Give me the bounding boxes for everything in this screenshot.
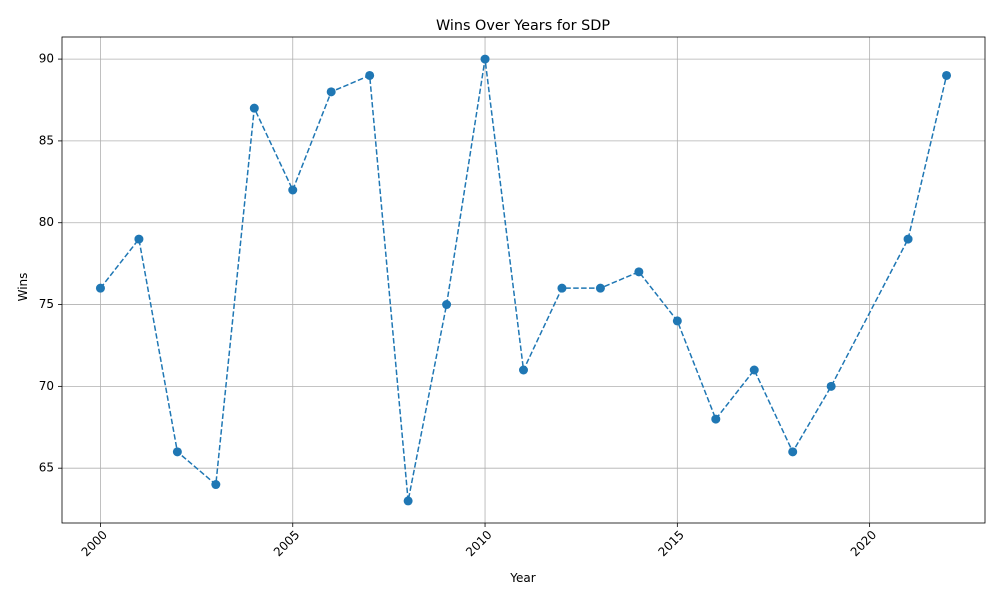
data-point [403,496,413,506]
x-axis: 2000 2005 2010 2015 2020 [79,523,879,559]
chart-title: Wins Over Years for SDP [436,18,610,34]
data-point [326,87,336,97]
y-tick-label: 75 [39,297,54,311]
y-axis: 65 70 75 80 85 90 [39,52,62,475]
data-point [365,70,375,80]
data-point [749,365,759,375]
data-point [711,414,721,424]
data-point [826,381,836,391]
y-tick-label: 65 [39,461,54,475]
x-tick-label: 2005 [271,528,302,559]
x-axis-label: Year [509,571,535,585]
data-point [442,300,452,310]
data-point [288,185,298,195]
data-point [480,54,490,64]
x-tick-label: 2015 [655,528,686,559]
data-point [557,283,567,293]
y-tick-label: 70 [39,379,54,393]
series-layer [95,54,952,506]
x-tick-label: 2020 [848,528,879,559]
series-line [99,58,948,502]
y-tick-label: 80 [39,215,54,229]
data-point [595,283,605,293]
plot-frame [61,36,986,524]
data-point [134,234,144,244]
data-point [95,283,105,293]
data-point [249,103,259,113]
data-point [519,365,528,375]
data-point [672,316,682,326]
grid [62,37,985,523]
x-tick-label: 2000 [79,528,110,559]
y-tick-label: 90 [39,52,54,66]
data-point [788,447,798,457]
y-axis-label: Wins [16,273,30,302]
data-point [634,267,644,277]
y-tick-label: 85 [39,133,54,147]
data-point [172,447,182,457]
data-point [942,70,952,80]
data-point [903,234,913,244]
data-point [211,480,221,490]
x-tick-label: 2010 [463,528,494,559]
